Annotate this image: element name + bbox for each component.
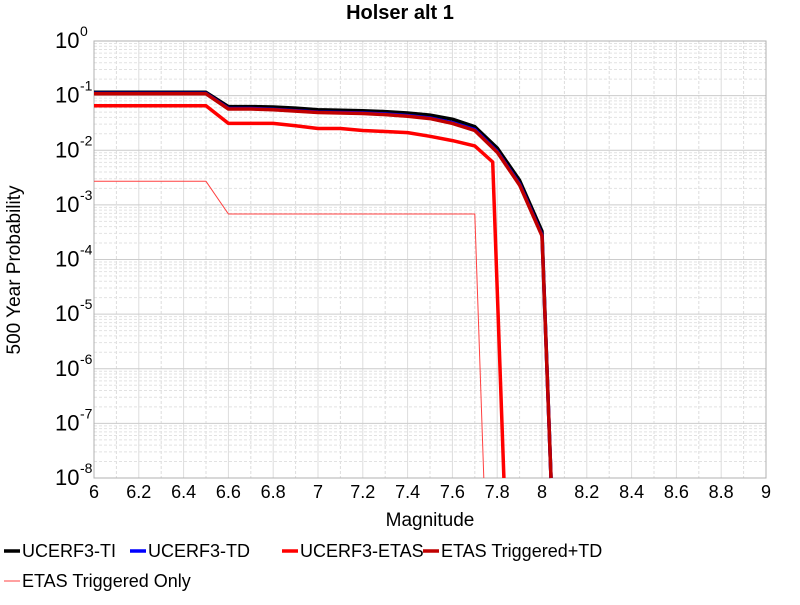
chart-title: Holser alt 1 bbox=[346, 2, 454, 24]
y-tick-base: 10 bbox=[55, 410, 79, 435]
y-tick-exponent: 0 bbox=[80, 23, 88, 39]
x-tick-label: 7.8 bbox=[485, 482, 510, 502]
legend-label: UCERF3-TI bbox=[22, 541, 116, 561]
x-tick-labels: 6 6.2 6.4 6.6 6.8 7 7.2 7.4 7.6 7.8 8 8.2 8.4 8.6 8.8 9 bbox=[89, 482, 771, 502]
legend-label: UCERF3-TD bbox=[148, 541, 250, 561]
x-tick-label: 7.4 bbox=[395, 482, 420, 502]
y-tick-exponent: -2 bbox=[80, 132, 93, 148]
x-tick-label: 6 bbox=[89, 482, 99, 502]
y-tick-exponent: -8 bbox=[80, 460, 93, 476]
legend-item: ETAS Triggered Only bbox=[4, 571, 191, 591]
legend-item: UCERF3-TI bbox=[4, 541, 116, 561]
x-tick-label: 6.8 bbox=[261, 482, 286, 502]
y-tick-base: 10 bbox=[55, 247, 79, 272]
y-tick-exponent: -1 bbox=[80, 78, 93, 94]
x-tick-label: 6.6 bbox=[216, 482, 241, 502]
y-tick-base: 10 bbox=[55, 356, 79, 381]
x-tick-label: 8.6 bbox=[664, 482, 689, 502]
y-tick-base: 10 bbox=[55, 192, 79, 217]
y-tick-exponent: -7 bbox=[80, 405, 93, 421]
y-tick-label: 10 -5 bbox=[55, 296, 93, 326]
series-line-etas-triggered-only bbox=[94, 180, 485, 479]
series-group bbox=[94, 90, 553, 479]
legend-item: UCERF3-ETAS bbox=[282, 541, 424, 561]
y-axis-label: 500 Year Probability bbox=[4, 185, 25, 355]
y-tick-base: 10 bbox=[55, 28, 79, 53]
series-line-etas-triggered-td bbox=[94, 92, 553, 479]
y-tick-label: 10 -2 bbox=[55, 132, 93, 162]
y-tick-label: 10 -6 bbox=[55, 351, 93, 381]
y-tick-label: 10 -3 bbox=[55, 187, 93, 217]
x-tick-label: 6.2 bbox=[126, 482, 151, 502]
x-tick-label: 8.4 bbox=[619, 482, 644, 502]
y-tick-base: 10 bbox=[55, 465, 79, 490]
x-tick-label: 8 bbox=[537, 482, 547, 502]
y-tick-label: 10 -7 bbox=[55, 405, 93, 435]
y-tick-exponent: -6 bbox=[80, 351, 93, 367]
plot-area bbox=[93, 40, 767, 479]
x-tick-label: 8.8 bbox=[709, 482, 734, 502]
y-tick-base: 10 bbox=[55, 83, 79, 108]
legend-label: ETAS Triggered Only bbox=[22, 571, 191, 591]
y-tick-base: 10 bbox=[55, 301, 79, 326]
x-tick-label: 7 bbox=[313, 482, 323, 502]
x-tick-label: 7.6 bbox=[440, 482, 465, 502]
y-tick-label: 10 -4 bbox=[55, 242, 93, 272]
y-tick-base: 10 bbox=[55, 137, 79, 162]
series-line-ucerf3-ti bbox=[94, 90, 553, 479]
y-tick-label: 10 -8 bbox=[55, 460, 93, 490]
y-tick-label: 10 -1 bbox=[55, 78, 93, 108]
series-line-ucerf3-etas bbox=[94, 104, 506, 479]
legend-label: UCERF3-ETAS bbox=[300, 541, 424, 561]
x-tick-label: 8.2 bbox=[574, 482, 599, 502]
y-tick-exponent: -5 bbox=[80, 296, 93, 312]
legend-label: ETAS Triggered+TD bbox=[441, 541, 602, 561]
legend-item: UCERF3-TD bbox=[130, 541, 250, 561]
legend: UCERF3-TI UCERF3-TD UCERF3-ETAS ETAS Trigge… bbox=[4, 541, 602, 591]
y-tick-exponent: -3 bbox=[80, 187, 93, 203]
x-tick-label: 7.2 bbox=[350, 482, 375, 502]
x-axis-label: Magnitude bbox=[386, 510, 475, 531]
legend-item: ETAS Triggered+TD bbox=[423, 541, 602, 561]
y-tick-label: 10 0 bbox=[55, 23, 88, 53]
y-tick-exponent: -4 bbox=[80, 242, 93, 258]
x-tick-label: 9 bbox=[761, 482, 771, 502]
x-tick-label: 6.4 bbox=[171, 482, 196, 502]
